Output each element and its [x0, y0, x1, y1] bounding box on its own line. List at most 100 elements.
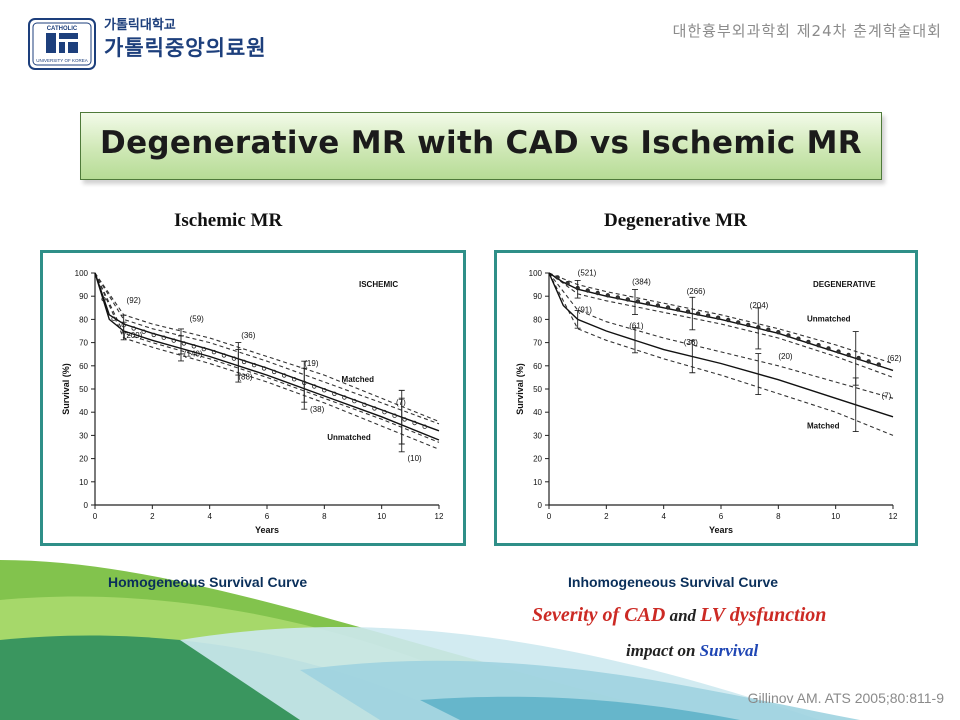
- observed-marker: [372, 406, 377, 411]
- at-risk-count: (38): [310, 405, 325, 414]
- university-seal-logo: CATHOLIC UNIVERSITY OF KOREA: [28, 18, 96, 70]
- panel-label: DEGENERATIVE: [813, 280, 876, 289]
- left-caption: Homogeneous Survival Curve: [108, 574, 308, 590]
- observed-marker: [131, 326, 136, 331]
- degenerative-survival-chart: 0 10 20 30 40 50 60 70 80 90 100 0 2 4 6 8 10 12 Years Surv…: [515, 268, 902, 535]
- confidence-bound-line: [94, 272, 440, 423]
- right-column-heading: Degenerative MR: [604, 210, 747, 231]
- x-tick-label: 0: [93, 512, 98, 521]
- degenerative-chart-frame: 0 10 20 30 40 50 60 70 80 90 100 0 2 4 6 8 10 12 Years Surv…: [494, 250, 918, 546]
- error-bar: [235, 349, 242, 383]
- ischemic-survival-chart: 0 10 20 30 40 50 60 70 80 90 100 0 2 4 6 8 10 12 Years Surv…: [61, 269, 444, 535]
- ischemic-chart-frame: 0 10 20 30 40 50 60 70 80 90 100 0 2 4 6 8 10 12 Years Surv…: [40, 250, 466, 546]
- observed-marker: [856, 355, 861, 361]
- y-tick-label: 50: [79, 385, 88, 394]
- x-tick-label: 6: [265, 512, 270, 521]
- impact-note: impact on Survival: [626, 641, 758, 661]
- x-tick-label: 12: [889, 512, 898, 521]
- observed-marker: [111, 316, 116, 321]
- at-risk-count: (62): [887, 354, 902, 363]
- error-bar: [755, 307, 762, 350]
- series-line-matched: [94, 272, 440, 432]
- x-tick-label: 8: [776, 512, 781, 521]
- observed-marker: [866, 359, 871, 364]
- observed-marker: [422, 424, 427, 429]
- series-label: Matched: [342, 375, 375, 384]
- confidence-bound-line: [94, 272, 440, 443]
- impact-prefix: impact on: [626, 641, 700, 660]
- error-bar: [178, 335, 184, 362]
- chart-axes: [94, 273, 439, 506]
- at-risk-count: (384): [632, 278, 651, 287]
- y-tick-label: 40: [79, 408, 88, 417]
- x-axis-label: Years: [709, 525, 733, 535]
- y-tick-label: 20: [79, 455, 88, 464]
- error-bar: [632, 327, 638, 354]
- at-risk-count: (19): [304, 359, 319, 368]
- error-bar: [120, 321, 127, 341]
- observed-marker: [555, 275, 560, 280]
- error-bar: [301, 367, 308, 410]
- observed-marker: [332, 391, 337, 396]
- y-tick-label: 10: [79, 478, 88, 487]
- institution-name: 가톨릭대학교 가톨릭중앙의료원: [104, 18, 304, 62]
- at-risk-count: (20): [778, 352, 793, 361]
- y-tick-label: 60: [79, 362, 88, 371]
- observed-marker: [171, 338, 176, 343]
- slide-title: Degenerative MR with CAD vs Ischemic MR: [100, 125, 862, 161]
- observed-marker: [281, 373, 287, 378]
- y-tick-label: 70: [79, 339, 88, 348]
- series-label: Matched: [807, 421, 840, 430]
- observed-marker: [816, 342, 821, 348]
- observed-marker: [695, 311, 701, 316]
- observed-marker: [211, 349, 217, 355]
- y-tick-label: 20: [533, 455, 542, 464]
- y-tick-label: 50: [533, 385, 542, 394]
- at-risk-count: (7): [882, 391, 892, 400]
- observed-marker: [836, 349, 841, 354]
- observed-marker: [796, 336, 801, 341]
- observed-marker: [181, 341, 187, 346]
- observed-marker: [685, 309, 691, 314]
- series-line-unmatched: [94, 272, 440, 441]
- x-tick-label: 8: [322, 512, 327, 521]
- error-bar: [852, 377, 859, 433]
- error-bar: [574, 310, 581, 329]
- observed-marker: [161, 335, 166, 340]
- at-risk-count: (91): [578, 305, 593, 314]
- panel-label: ISCHEMIC: [359, 280, 398, 289]
- observed-marker: [766, 327, 771, 332]
- observed-marker: [412, 420, 417, 426]
- error-bar: [398, 397, 405, 453]
- observed-marker: [705, 313, 711, 318]
- observed-marker: [322, 387, 327, 393]
- observed-marker: [382, 409, 387, 415]
- at-risk-count: (59): [190, 315, 205, 324]
- y-tick-label: 30: [79, 431, 88, 440]
- observed-marker: [846, 352, 851, 358]
- observed-marker: [735, 320, 741, 325]
- observed-marker: [605, 293, 610, 298]
- observed-marker: [595, 290, 600, 296]
- observed-marker: [806, 339, 811, 345]
- observed-marker: [745, 322, 751, 328]
- observed-marker: [826, 346, 831, 351]
- observed-marker: [675, 307, 681, 312]
- observed-marker: [352, 398, 357, 404]
- observed-marker: [625, 297, 630, 302]
- observed-marker: [342, 395, 347, 400]
- university-name: 가톨릭대학교: [104, 18, 176, 33]
- at-risk-count: (209): [124, 331, 143, 340]
- y-tick-label: 90: [533, 292, 542, 301]
- y-tick-label: 90: [79, 292, 88, 301]
- x-axis-label: Years: [255, 525, 279, 535]
- error-bar: [574, 279, 581, 299]
- severity-cad: Severity of CAD: [532, 604, 666, 626]
- observed-marker: [665, 305, 671, 310]
- y-axis-label: Survival (%): [61, 363, 71, 415]
- hospital-name: 가톨릭중앙의료원: [104, 36, 267, 60]
- at-risk-count: (10): [407, 454, 422, 463]
- seal-top-text: CATHOLIC: [47, 26, 78, 32]
- y-tick-label: 70: [533, 339, 542, 348]
- y-tick-label: 30: [533, 431, 542, 440]
